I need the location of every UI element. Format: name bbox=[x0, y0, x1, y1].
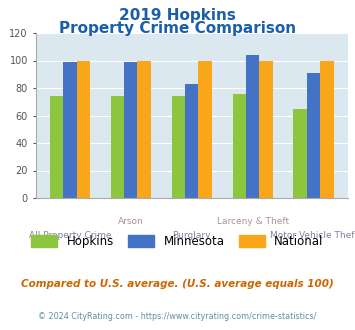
Bar bbox=[124, 62, 137, 198]
Bar bbox=[294, 109, 307, 198]
Bar bbox=[233, 93, 246, 198]
Bar bbox=[185, 84, 198, 198]
Bar bbox=[137, 60, 151, 198]
Text: © 2024 CityRating.com - https://www.cityrating.com/crime-statistics/: © 2024 CityRating.com - https://www.city… bbox=[38, 312, 317, 321]
Text: Compared to U.S. average. (U.S. average equals 100): Compared to U.S. average. (U.S. average … bbox=[21, 279, 334, 289]
Text: Property Crime Comparison: Property Crime Comparison bbox=[59, 21, 296, 36]
Bar bbox=[171, 96, 185, 198]
Bar bbox=[320, 60, 334, 198]
Text: Burglary: Burglary bbox=[173, 231, 211, 240]
Text: Motor Vehicle Theft: Motor Vehicle Theft bbox=[269, 231, 355, 240]
Bar bbox=[246, 55, 260, 198]
Bar bbox=[63, 62, 77, 198]
Bar bbox=[77, 60, 90, 198]
Text: All Property Crime: All Property Crime bbox=[28, 231, 111, 240]
Bar bbox=[50, 96, 63, 198]
Bar bbox=[260, 60, 273, 198]
Text: 2019 Hopkins: 2019 Hopkins bbox=[119, 8, 236, 23]
Legend: Hopkins, Minnesota, National: Hopkins, Minnesota, National bbox=[27, 230, 328, 253]
Text: Larceny & Theft: Larceny & Theft bbox=[217, 217, 289, 226]
Bar bbox=[307, 73, 320, 198]
Bar bbox=[198, 60, 212, 198]
Text: Arson: Arson bbox=[118, 217, 144, 226]
Bar bbox=[111, 96, 124, 198]
